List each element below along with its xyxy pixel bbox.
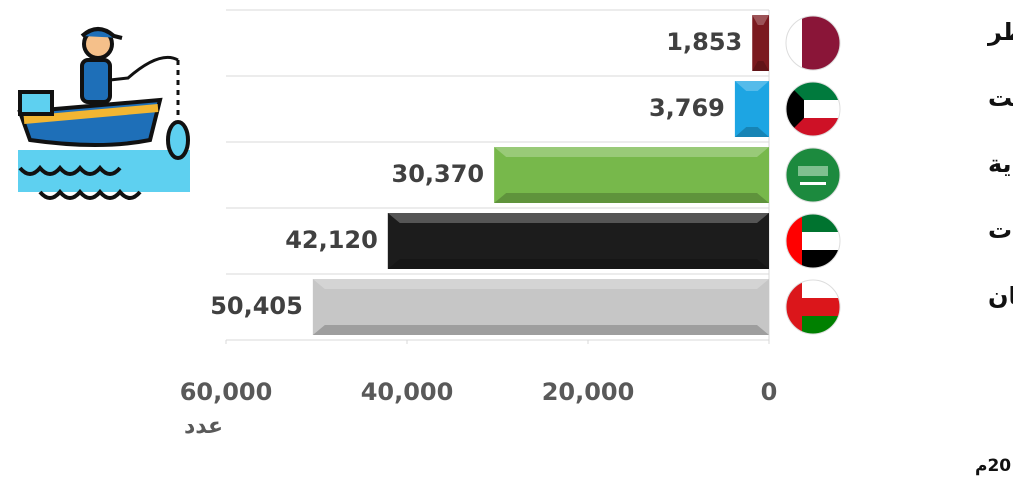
fishing-icon xyxy=(18,29,190,198)
category-label: الإمارات xyxy=(988,216,1013,244)
category-label: قطر xyxy=(987,18,1013,46)
bar-bevel xyxy=(388,259,769,269)
flag-part xyxy=(800,182,826,185)
bar-bevel xyxy=(313,279,769,289)
bar-bevel xyxy=(313,325,769,335)
footnote: - بيان الإمارات و السعودية لعام 2018م xyxy=(975,456,1013,476)
flag-part xyxy=(798,166,828,176)
bar-bevel xyxy=(494,193,769,203)
bar-bevel xyxy=(494,147,769,157)
category-label: السعودية xyxy=(988,150,1013,178)
bar-group xyxy=(494,147,769,203)
axis-label: عدد xyxy=(184,414,223,439)
bar-group xyxy=(735,81,769,137)
flag xyxy=(786,82,840,136)
value-label: 50,405 xyxy=(210,292,303,320)
value-label: 3,769 xyxy=(649,94,725,122)
x-tick-label: 20,000 xyxy=(542,378,635,406)
x-tick-label: 60,000 xyxy=(180,378,273,406)
flag xyxy=(786,148,840,202)
bar-bevel xyxy=(388,213,769,223)
value-label: 42,120 xyxy=(285,226,378,254)
bar-group xyxy=(388,213,769,269)
flag xyxy=(786,280,840,334)
flag xyxy=(786,16,840,70)
flag xyxy=(786,214,840,268)
category-label: عمان xyxy=(988,282,1013,310)
x-tick-label: 40,000 xyxy=(361,378,454,406)
bar-group xyxy=(752,15,769,71)
value-label: 1,853 xyxy=(666,28,742,56)
chart: عدد - بيان الإمارات و السعودية لعام 2018… xyxy=(0,0,1013,482)
value-label: 30,370 xyxy=(392,160,485,188)
x-tick-label: 0 xyxy=(761,378,778,406)
category-label: الكويت xyxy=(988,84,1013,112)
bar-group xyxy=(313,279,769,335)
